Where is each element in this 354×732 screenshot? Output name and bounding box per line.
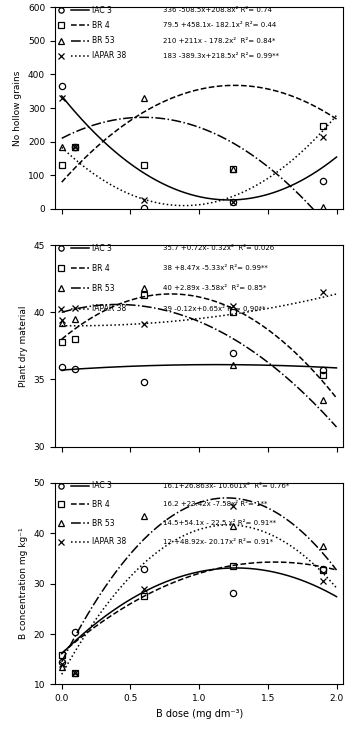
Text: 16.2 +23.42x -7.58x² R²= 1**: 16.2 +23.42x -7.58x² R²= 1**: [163, 501, 267, 507]
Text: IAPAR 38: IAPAR 38: [92, 537, 127, 546]
Text: 39 -0.12x+0.65x² R²= 0.90**: 39 -0.12x+0.65x² R²= 0.90**: [163, 305, 266, 312]
Text: IAPAR 38: IAPAR 38: [92, 304, 127, 313]
Text: BR 53: BR 53: [92, 36, 115, 45]
Text: 40 +2.89x -3.58x²  R²= 0.85*: 40 +2.89x -3.58x² R²= 0.85*: [163, 285, 267, 291]
Y-axis label: B concentration mg kg⁻¹: B concentration mg kg⁻¹: [19, 528, 28, 640]
Y-axis label: No hollow grains: No hollow grains: [13, 70, 22, 146]
Text: 79.5 +458.1x- 182.1x² R²= 0.44: 79.5 +458.1x- 182.1x² R²= 0.44: [163, 23, 276, 29]
Text: BR 4: BR 4: [92, 264, 110, 273]
Text: IAC 3: IAC 3: [92, 482, 112, 490]
Text: IAC 3: IAC 3: [92, 6, 112, 15]
Text: 14.5+54.1x - 22.5 x² R²= 0.91**: 14.5+54.1x - 22.5 x² R²= 0.91**: [163, 520, 276, 526]
X-axis label: B dose (mg dm⁻³): B dose (mg dm⁻³): [155, 709, 243, 719]
Text: 16.1+26.863x- 10.601x²  R²= 0.76*: 16.1+26.863x- 10.601x² R²= 0.76*: [163, 483, 289, 489]
Y-axis label: Plant dry material: Plant dry material: [19, 305, 28, 386]
Text: IAC 3: IAC 3: [92, 244, 112, 253]
Text: IAPAR 38: IAPAR 38: [92, 51, 127, 60]
Text: 35.7 +0.72x- 0.32x²  R²= 0.026: 35.7 +0.72x- 0.32x² R²= 0.026: [163, 245, 274, 251]
Text: 210 +211x - 178.2x²  R²= 0.84*: 210 +211x - 178.2x² R²= 0.84*: [163, 37, 275, 44]
Text: BR 53: BR 53: [92, 284, 115, 293]
Text: 12 +48.92x- 20.17x² R²= 0.91*: 12 +48.92x- 20.17x² R²= 0.91*: [163, 539, 273, 545]
Text: 38 +8.47x -5.33x² R²= 0.99**: 38 +8.47x -5.33x² R²= 0.99**: [163, 265, 268, 272]
Text: BR 4: BR 4: [92, 21, 110, 30]
Text: BR 4: BR 4: [92, 500, 110, 509]
Text: 336 -508.5x+208.8x² R²= 0.74: 336 -508.5x+208.8x² R²= 0.74: [163, 7, 272, 13]
Text: 183 -389.3x+218.5x² R²= 0.99**: 183 -389.3x+218.5x² R²= 0.99**: [163, 53, 279, 59]
Text: BR 53: BR 53: [92, 518, 115, 528]
